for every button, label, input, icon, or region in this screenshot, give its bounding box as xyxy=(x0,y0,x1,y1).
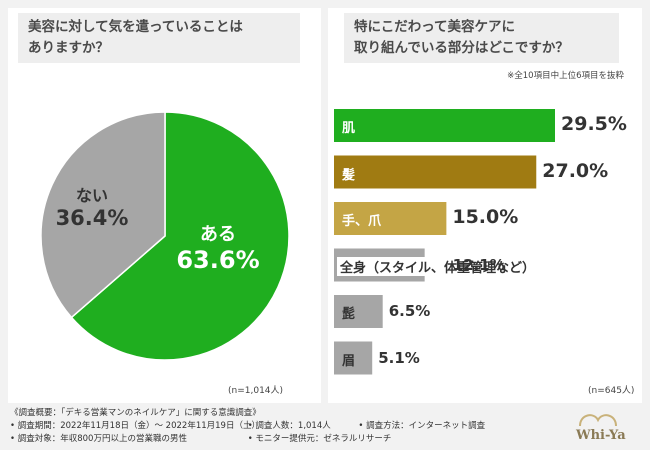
bar-question: 特にこだわって美容ケアに 取り組んでいる部分はどこですか？ xyxy=(344,13,619,63)
pie-label-aru: ある 63.6% xyxy=(168,220,268,274)
pie-question-line-2: ありますか？ xyxy=(28,40,109,56)
bar-value-label-2: 15.0% xyxy=(452,206,519,228)
bar-category-label-5: 眉 xyxy=(342,353,356,369)
survey-provider: • モニター提供元：ゼネラルリサーチ xyxy=(247,434,392,444)
brand-logo: Whi-Ya xyxy=(570,410,640,444)
bar-value-label-5: 5.1% xyxy=(378,348,420,367)
pie-slice-value-nai: 36.4% xyxy=(55,206,129,230)
pie-slice-1 xyxy=(40,111,166,319)
pie-slice-label-aru: ある xyxy=(200,224,236,245)
bar-note: ※全10項目中上位6項目を抜粋 xyxy=(507,71,624,81)
bar-category-label-3: 全身（スタイル、体重管理など） xyxy=(337,256,539,276)
bar-category-label-4: 髭 xyxy=(342,307,356,322)
brand-logo-text: Whi-Ya xyxy=(576,428,626,443)
bar-2 xyxy=(334,202,447,235)
bar-category-label-0: 肌 xyxy=(342,121,356,136)
bar-category-label-2: 手、爪 xyxy=(342,214,382,229)
survey-footer: 《調査概要：「デキる営業マンのネイルケア」に関する意識調査》 • 調査期間：20… xyxy=(10,407,570,446)
bar-1 xyxy=(334,155,537,189)
bar-value-label-3: 12.1% xyxy=(452,255,505,274)
brand-logo-mark xyxy=(579,414,617,427)
pie-slice-value-aru: 63.6% xyxy=(176,246,260,274)
bar-category-label-1: 髪 xyxy=(342,167,356,183)
bar-value-label-4: 6.5% xyxy=(388,302,431,320)
survey-method: • 調査方法：インターネット調査 xyxy=(358,421,486,431)
survey-overview: 《調査概要：「デキる営業マンのネイルケア」に関する意識調査》 xyxy=(10,408,261,418)
survey-count: • 調査人数：1,014人 xyxy=(247,421,331,431)
bar-value-label-0: 29.5% xyxy=(561,113,627,135)
bar-5 xyxy=(334,341,373,375)
pie-slice-0 xyxy=(70,111,290,361)
pie-question-line-1: 美容に対して気を遣っていることは xyxy=(28,19,243,35)
bar-sample-size: (n=645人) xyxy=(588,386,635,396)
pie-question: 美容に対して気を遣っていることは ありますか？ xyxy=(18,13,300,63)
bar-question-line-2: 取り組んでいる部分はどこですか？ xyxy=(354,40,569,56)
pie-slice-label-nai: ない xyxy=(75,186,108,205)
bar-0 xyxy=(334,109,555,142)
bar-question-line-1: 特にこだわって美容ケアに xyxy=(354,19,516,35)
pie-label-nai: ない 36.4% xyxy=(52,182,132,230)
bar-4 xyxy=(334,295,383,328)
survey-period: • 調査期間：2022年11月18日（金）～ 2022年11月19日（土） xyxy=(10,421,260,431)
pie-sample-size: (n=1,014人) xyxy=(228,386,284,396)
bar-value-label-1: 27.0% xyxy=(542,159,609,182)
survey-target: • 調査対象：年収800万円以上の営業職の男性 xyxy=(10,434,187,444)
